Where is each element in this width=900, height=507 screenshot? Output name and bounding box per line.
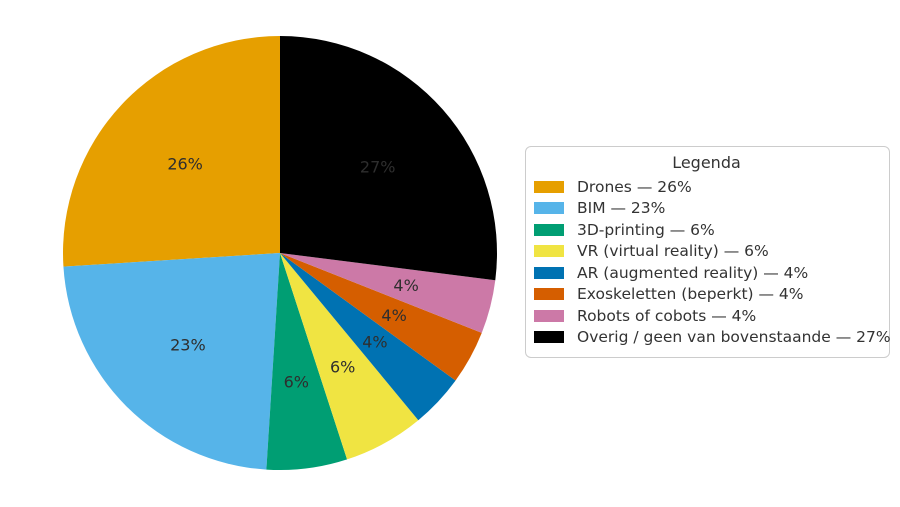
pie-slice-robots-of-cobots	[280, 253, 496, 333]
pie-slice-label-bim: 23%	[170, 336, 206, 355]
pie-slice-label-3d-printing: 6%	[284, 373, 309, 392]
pie-slice-label-robots-of-cobots: 4%	[393, 276, 418, 295]
pie-slice-exoskeletten-beperkt	[280, 253, 482, 381]
pie-slice-label-drones: 26%	[167, 154, 203, 173]
legend-swatch	[534, 288, 564, 301]
legend-swatch	[534, 180, 564, 193]
legend-label: Overig / geen van bovenstaande — 27%	[577, 328, 891, 347]
legend-rows: Drones — 26% BIM — 23% 3D-printing — 6% VR …	[534, 174, 891, 350]
legend-item-3d-printing: 3D-printing — 6%	[534, 221, 879, 239]
pie-slice-ar-augmented-reality	[280, 253, 456, 421]
legend-label: 3D-printing — 6%	[577, 220, 715, 239]
legend-item-vr-virtual-reality: VR (virtual reality) — 6%	[534, 242, 879, 260]
legend-label: Robots of cobots — 4%	[577, 306, 757, 325]
pie-slice-label-vr-virtual-reality: 6%	[330, 358, 355, 377]
legend-label: Drones — 26%	[577, 177, 692, 196]
legend-label: AR (augmented reality) — 4%	[577, 263, 809, 282]
pie-slice-vr-virtual-reality	[280, 253, 419, 460]
pie-slice-label-ar-augmented-reality: 4%	[362, 333, 387, 352]
pie-slice-label-exoskeletten-beperkt: 4%	[381, 306, 406, 325]
legend-label: VR (virtual reality) — 6%	[577, 242, 769, 261]
legend-label: Exoskeletten (beperkt) — 4%	[577, 285, 804, 304]
legend-title: Legenda	[672, 153, 741, 172]
legend-item-exoskeletten-beperkt: Exoskeletten (beperkt) — 4%	[534, 285, 879, 303]
legend-swatch	[534, 245, 564, 258]
legend-item-overig-geen-van-bovenstaande: Overig / geen van bovenstaande — 27%	[534, 328, 891, 346]
legend-swatch	[534, 309, 564, 322]
legend-item-robots-of-cobots: Robots of cobots — 4%	[534, 307, 879, 325]
legend-swatch	[534, 331, 564, 344]
legend-swatch	[534, 266, 564, 279]
legend-label: BIM — 23%	[577, 199, 666, 218]
legend-item-ar-augmented-reality: AR (augmented reality) — 4%	[534, 264, 879, 282]
legend: Legenda Drones — 26% BIM — 23% 3D-printing…	[525, 146, 891, 358]
pie-slice-bim	[63, 253, 281, 470]
pie-slice-drones	[63, 36, 281, 267]
pie-slice-label-overig-geen-van-bovenstaande: 27%	[360, 157, 396, 176]
pie-slice-overig-geen-van-bovenstaande	[280, 35, 498, 281]
pie-slice-3d-printing	[266, 253, 348, 470]
legend-swatch	[534, 202, 564, 215]
legend-item-bim: BIM — 23%	[534, 199, 879, 217]
legend-item-drones: Drones — 26%	[534, 178, 879, 196]
legend-swatch	[534, 223, 564, 236]
